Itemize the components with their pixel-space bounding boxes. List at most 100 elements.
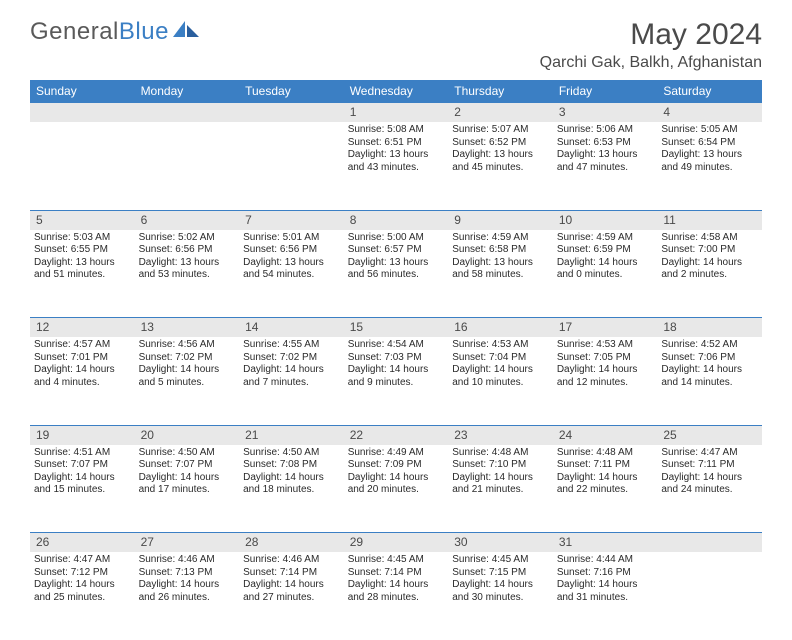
sunset-text: Sunset: 6:56 PM xyxy=(139,244,236,257)
day1-text: Daylight: 14 hours xyxy=(557,472,654,485)
day-number: 10 xyxy=(553,210,658,230)
sunset-text: Sunset: 7:11 PM xyxy=(557,459,654,472)
sunset-text: Sunset: 7:02 PM xyxy=(139,352,236,365)
day-number: 23 xyxy=(448,425,553,445)
sunset-text: Sunset: 6:55 PM xyxy=(34,244,131,257)
day2-text: and 10 minutes. xyxy=(452,377,549,390)
day1-text: Daylight: 13 hours xyxy=(34,257,131,270)
day-number: 18 xyxy=(657,318,762,338)
day1-text: Daylight: 14 hours xyxy=(557,257,654,270)
day-number: 27 xyxy=(135,533,240,553)
day1-text: Daylight: 13 hours xyxy=(661,149,758,162)
day2-text: and 7 minutes. xyxy=(243,377,340,390)
day-cell: Sunrise: 4:46 AMSunset: 7:14 PMDaylight:… xyxy=(239,552,344,640)
sunset-text: Sunset: 7:16 PM xyxy=(557,567,654,580)
day2-text: and 12 minutes. xyxy=(557,377,654,390)
day2-text: and 20 minutes. xyxy=(348,484,445,497)
sunrise-text: Sunrise: 4:47 AM xyxy=(34,554,131,567)
day-cell: Sunrise: 4:47 AMSunset: 7:12 PMDaylight:… xyxy=(30,552,135,640)
day1-text: Daylight: 14 hours xyxy=(139,472,236,485)
day2-text: and 17 minutes. xyxy=(139,484,236,497)
day2-text: and 4 minutes. xyxy=(34,377,131,390)
day2-text: and 43 minutes. xyxy=(348,162,445,175)
sunset-text: Sunset: 7:10 PM xyxy=(452,459,549,472)
day-cell: Sunrise: 4:59 AMSunset: 6:59 PMDaylight:… xyxy=(553,230,658,318)
sunrise-text: Sunrise: 4:53 AM xyxy=(452,339,549,352)
day-number: 9 xyxy=(448,210,553,230)
sunrise-text: Sunrise: 4:46 AM xyxy=(139,554,236,567)
day-cell: Sunrise: 4:45 AMSunset: 7:14 PMDaylight:… xyxy=(344,552,449,640)
sunrise-text: Sunrise: 4:44 AM xyxy=(557,554,654,567)
sunrise-text: Sunrise: 4:50 AM xyxy=(243,447,340,460)
day-number-row: 262728293031 xyxy=(30,533,762,553)
day2-text: and 47 minutes. xyxy=(557,162,654,175)
sunrise-text: Sunrise: 4:53 AM xyxy=(557,339,654,352)
day1-text: Daylight: 14 hours xyxy=(557,579,654,592)
day-cell: Sunrise: 5:06 AMSunset: 6:53 PMDaylight:… xyxy=(553,122,658,210)
day-cell: Sunrise: 4:44 AMSunset: 7:16 PMDaylight:… xyxy=(553,552,658,640)
day2-text: and 5 minutes. xyxy=(139,377,236,390)
sunrise-text: Sunrise: 5:05 AM xyxy=(661,124,758,137)
sunset-text: Sunset: 7:15 PM xyxy=(452,567,549,580)
day-content-row: Sunrise: 4:47 AMSunset: 7:12 PMDaylight:… xyxy=(30,552,762,640)
day2-text: and 22 minutes. xyxy=(557,484,654,497)
day-number: 26 xyxy=(30,533,135,553)
day-number: 24 xyxy=(553,425,658,445)
sunrise-text: Sunrise: 5:07 AM xyxy=(452,124,549,137)
day1-text: Daylight: 14 hours xyxy=(34,364,131,377)
sunset-text: Sunset: 6:56 PM xyxy=(243,244,340,257)
day-cell: Sunrise: 4:59 AMSunset: 6:58 PMDaylight:… xyxy=(448,230,553,318)
sunset-text: Sunset: 7:13 PM xyxy=(139,567,236,580)
day-number-row: 19202122232425 xyxy=(30,425,762,445)
sunrise-text: Sunrise: 4:50 AM xyxy=(139,447,236,460)
day2-text: and 0 minutes. xyxy=(557,269,654,282)
weekday-header: Saturday xyxy=(657,80,762,103)
sunset-text: Sunset: 7:03 PM xyxy=(348,352,445,365)
sunset-text: Sunset: 7:08 PM xyxy=(243,459,340,472)
day-number: 1 xyxy=(344,103,449,123)
day-number: 31 xyxy=(553,533,658,553)
day-number: 6 xyxy=(135,210,240,230)
sunset-text: Sunset: 7:14 PM xyxy=(243,567,340,580)
sunset-text: Sunset: 7:12 PM xyxy=(34,567,131,580)
sunrise-text: Sunrise: 4:49 AM xyxy=(348,447,445,460)
location-label: Qarchi Gak, Balkh, Afghanistan xyxy=(540,54,762,72)
day2-text: and 2 minutes. xyxy=(661,269,758,282)
sunset-text: Sunset: 7:02 PM xyxy=(243,352,340,365)
day-number: 19 xyxy=(30,425,135,445)
weekday-header: Sunday xyxy=(30,80,135,103)
day-content-row: Sunrise: 5:08 AMSunset: 6:51 PMDaylight:… xyxy=(30,122,762,210)
weekday-header: Friday xyxy=(553,80,658,103)
day-cell: Sunrise: 4:53 AMSunset: 7:04 PMDaylight:… xyxy=(448,337,553,425)
day-cell: Sunrise: 4:58 AMSunset: 7:00 PMDaylight:… xyxy=(657,230,762,318)
day-number: 8 xyxy=(344,210,449,230)
sunset-text: Sunset: 7:09 PM xyxy=(348,459,445,472)
day-cell: Sunrise: 5:03 AMSunset: 6:55 PMDaylight:… xyxy=(30,230,135,318)
day-cell: Sunrise: 4:52 AMSunset: 7:06 PMDaylight:… xyxy=(657,337,762,425)
day1-text: Daylight: 14 hours xyxy=(243,472,340,485)
sunset-text: Sunset: 7:04 PM xyxy=(452,352,549,365)
sunrise-text: Sunrise: 4:48 AM xyxy=(557,447,654,460)
weekday-header-row: Sunday Monday Tuesday Wednesday Thursday… xyxy=(30,80,762,103)
sunrise-text: Sunrise: 4:45 AM xyxy=(452,554,549,567)
day1-text: Daylight: 14 hours xyxy=(139,579,236,592)
day-number: 7 xyxy=(239,210,344,230)
day2-text: and 15 minutes. xyxy=(34,484,131,497)
day1-text: Daylight: 13 hours xyxy=(452,257,549,270)
day-number: 16 xyxy=(448,318,553,338)
day1-text: Daylight: 14 hours xyxy=(34,579,131,592)
sunset-text: Sunset: 6:58 PM xyxy=(452,244,549,257)
sunrise-text: Sunrise: 4:59 AM xyxy=(452,232,549,245)
day2-text: and 53 minutes. xyxy=(139,269,236,282)
sail-icon xyxy=(173,18,199,46)
day1-text: Daylight: 14 hours xyxy=(348,579,445,592)
day-cell: Sunrise: 5:07 AMSunset: 6:52 PMDaylight:… xyxy=(448,122,553,210)
day1-text: Daylight: 14 hours xyxy=(557,364,654,377)
day2-text: and 31 minutes. xyxy=(557,592,654,605)
day1-text: Daylight: 13 hours xyxy=(139,257,236,270)
sunset-text: Sunset: 6:57 PM xyxy=(348,244,445,257)
day2-text: and 58 minutes. xyxy=(452,269,549,282)
day-content-row: Sunrise: 4:51 AMSunset: 7:07 PMDaylight:… xyxy=(30,445,762,533)
day-number: 20 xyxy=(135,425,240,445)
day2-text: and 45 minutes. xyxy=(452,162,549,175)
